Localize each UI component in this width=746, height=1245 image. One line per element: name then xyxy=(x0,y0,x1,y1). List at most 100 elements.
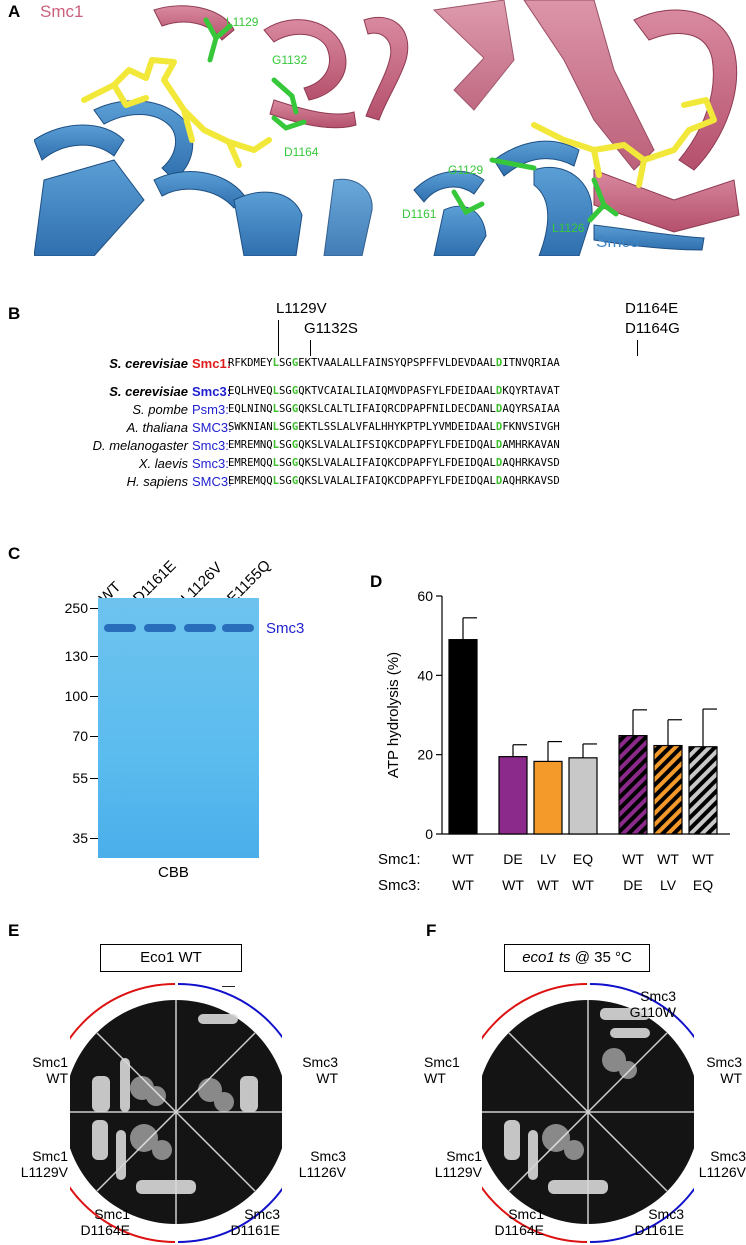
sequence-segment: AMHRKAVAN xyxy=(502,439,560,451)
strain-label: Smc3 G110W xyxy=(606,988,676,1020)
mutation-d1164g: D1164G xyxy=(625,320,680,337)
strain-allele: L1129V xyxy=(20,1164,68,1180)
smc3-ribbon xyxy=(34,100,705,256)
conserved-residue: L xyxy=(272,385,280,397)
gel-marker-35: 35 xyxy=(72,830,88,846)
x-label-smc1: LV xyxy=(540,851,557,867)
sequence-segment: QKSLVALALIFAIQKCDPAPFYLFDEIDQAL xyxy=(298,457,496,469)
sequence-segment: SG xyxy=(279,357,292,369)
x-label-smc1: WT xyxy=(692,851,714,867)
sequence-row: RFKDMEYLSGGEKTVAALALLFAINSYQPSPFFVLDEVDA… xyxy=(228,357,560,369)
sequence-segment: KQYRTAVAT xyxy=(502,385,560,397)
protein-name: Smc3: xyxy=(192,456,229,471)
x-label-smc3: WT xyxy=(502,877,524,893)
strain-protein: Smc3 xyxy=(710,1148,746,1164)
species-name: X. laevis xyxy=(138,456,188,471)
strain-allele: WT xyxy=(46,1070,68,1086)
species-name: S. cerevisiae xyxy=(109,384,188,399)
atp-ligand-left xyxy=(81,57,272,168)
sequence-segment: EMREMQQ xyxy=(228,475,273,487)
x-label-smc3: DE xyxy=(623,877,642,893)
residue-label-l1129: L1129 xyxy=(226,15,259,29)
sequence-row: EMREMQQLSGGQKSLVALALIFAIQKCDPAPFYLFDEIDQ… xyxy=(228,475,560,487)
mutation-tick-d xyxy=(637,340,638,356)
gel-marker-70: 70 xyxy=(72,728,88,744)
gel-marker-250: 250 xyxy=(64,600,88,616)
species-name: S. cerevisiae xyxy=(109,356,188,371)
sequence-segment: AQHRKAVSD xyxy=(502,457,560,469)
y-tick-label: 40 xyxy=(417,667,433,683)
panel-c-letter: C xyxy=(8,544,21,563)
gel-band-lane-3 xyxy=(184,624,216,632)
gel-band-lane-1 xyxy=(104,624,136,632)
mutation-g1132s: G1132S xyxy=(304,320,358,337)
plate-e-title: Eco1 WT xyxy=(100,944,242,972)
strain-label: Smc1 L1129V xyxy=(0,1148,68,1180)
conserved-residue: G xyxy=(291,403,299,415)
conserved-residue: D xyxy=(495,439,503,451)
strain-label: Smc1 WT xyxy=(0,1054,68,1086)
residue-label-l1126: L1126 xyxy=(552,221,585,235)
plate-f-image xyxy=(482,983,694,1243)
species-name: D. melanogaster xyxy=(92,438,188,453)
strain-protein: Smc1 xyxy=(94,1206,130,1222)
sequence-segment: EQLHVEQ xyxy=(228,385,273,397)
strain-protein: Smc3 xyxy=(244,1206,280,1222)
sequence-segment: SG xyxy=(279,421,292,433)
strain-protein: Smc3 xyxy=(302,1054,338,1070)
strain-allele: L1126V xyxy=(298,1164,346,1180)
stain-label: CBB xyxy=(158,864,189,881)
sequence-segment: SG xyxy=(279,439,292,451)
strain-protein: Smc1 xyxy=(446,1148,482,1164)
strain-allele: D1161E xyxy=(634,1222,684,1238)
x-label-smc3: WT xyxy=(537,877,559,893)
sequence-segment: QKSLVALALIFAIQKCDPAPFYLFDEIDQAL xyxy=(298,475,496,487)
conserved-residue: L xyxy=(272,357,280,369)
x-label-smc3: WT xyxy=(572,877,594,893)
conserved-residue: G xyxy=(291,421,299,433)
residue-sticks xyxy=(203,17,619,223)
gel-marker-55: 55 xyxy=(72,770,88,786)
smc3-band-label: Smc3 xyxy=(266,620,305,637)
sequence-segment: EKTLSSLALVFALHHYKPTPLYVMDEIDAAL xyxy=(298,421,496,433)
gel-image xyxy=(98,598,259,858)
structure-figure: L1129 G1132 D1164 G1129 D1161 L1126 xyxy=(34,0,740,256)
conserved-residue: D xyxy=(495,457,503,469)
sequence-segment: EMREMNQ xyxy=(228,439,273,451)
conserved-residue: D xyxy=(495,475,503,487)
strain-protein: Smc3 xyxy=(640,988,676,1004)
x-label-smc3: EQ xyxy=(693,877,713,893)
residue-label-g1132: G1132 xyxy=(272,53,307,67)
atp-hydrolysis-chart: 0 20 40 60 ATP hydrolysis (%) WT WT DE WT LV WT EQ W… xyxy=(378,588,730,894)
sequence-segment: SWKNIAN xyxy=(228,421,273,433)
sequence-segment: SG xyxy=(279,385,292,397)
protein-name: SMC3: xyxy=(192,420,232,435)
sequence-row: EQLHVEQLSGGQKTVCAIALILAIQMVDPASFYLFDEIDA… xyxy=(228,385,560,397)
sequence-row: EQLNINQLSGGQKSLCALTLIFAIQRCDPAPFNILDECDA… xyxy=(228,403,560,415)
strain-protein: Smc3 xyxy=(706,1054,742,1070)
conserved-residue: D xyxy=(495,357,503,369)
panel-d-letter: D xyxy=(370,572,383,591)
protein-name: Smc3: xyxy=(192,438,229,453)
strain-allele: L1129V xyxy=(434,1164,482,1180)
strain-protein: Smc1 xyxy=(32,1148,68,1164)
strain-allele: D1164E xyxy=(494,1222,544,1238)
species-name: H. sapiens xyxy=(126,474,188,489)
residue-label-g1129: G1129 xyxy=(448,163,483,177)
strain-protein: Smc1 xyxy=(424,1054,460,1070)
strain-label: Smc1 D1164E xyxy=(474,1206,544,1238)
sequence-segment: EMREMQQ xyxy=(228,457,273,469)
sequence-row: SWKNIANLSGGEKTLSSLALVFALHHYKPTPLYVMDEIDA… xyxy=(228,421,560,433)
x-label-smc1: WT xyxy=(657,851,679,867)
strain-allele: WT xyxy=(720,1070,742,1086)
x-label-smc3: LV xyxy=(660,877,677,893)
residue-label-d1164: D1164 xyxy=(284,145,319,159)
mutation-d1164e: D1164E xyxy=(625,300,679,317)
x-label-smc1: EQ xyxy=(573,851,593,867)
mutation-l1129v: L1129V xyxy=(276,300,327,317)
conserved-residue: D xyxy=(495,385,503,397)
row-label-smc3: Smc3: xyxy=(378,877,421,894)
strain-label: Smc3 WT xyxy=(268,1054,338,1086)
strain-protein: Smc1 xyxy=(508,1206,544,1222)
plate-f-title-temp: @ 35 °C xyxy=(570,949,632,966)
